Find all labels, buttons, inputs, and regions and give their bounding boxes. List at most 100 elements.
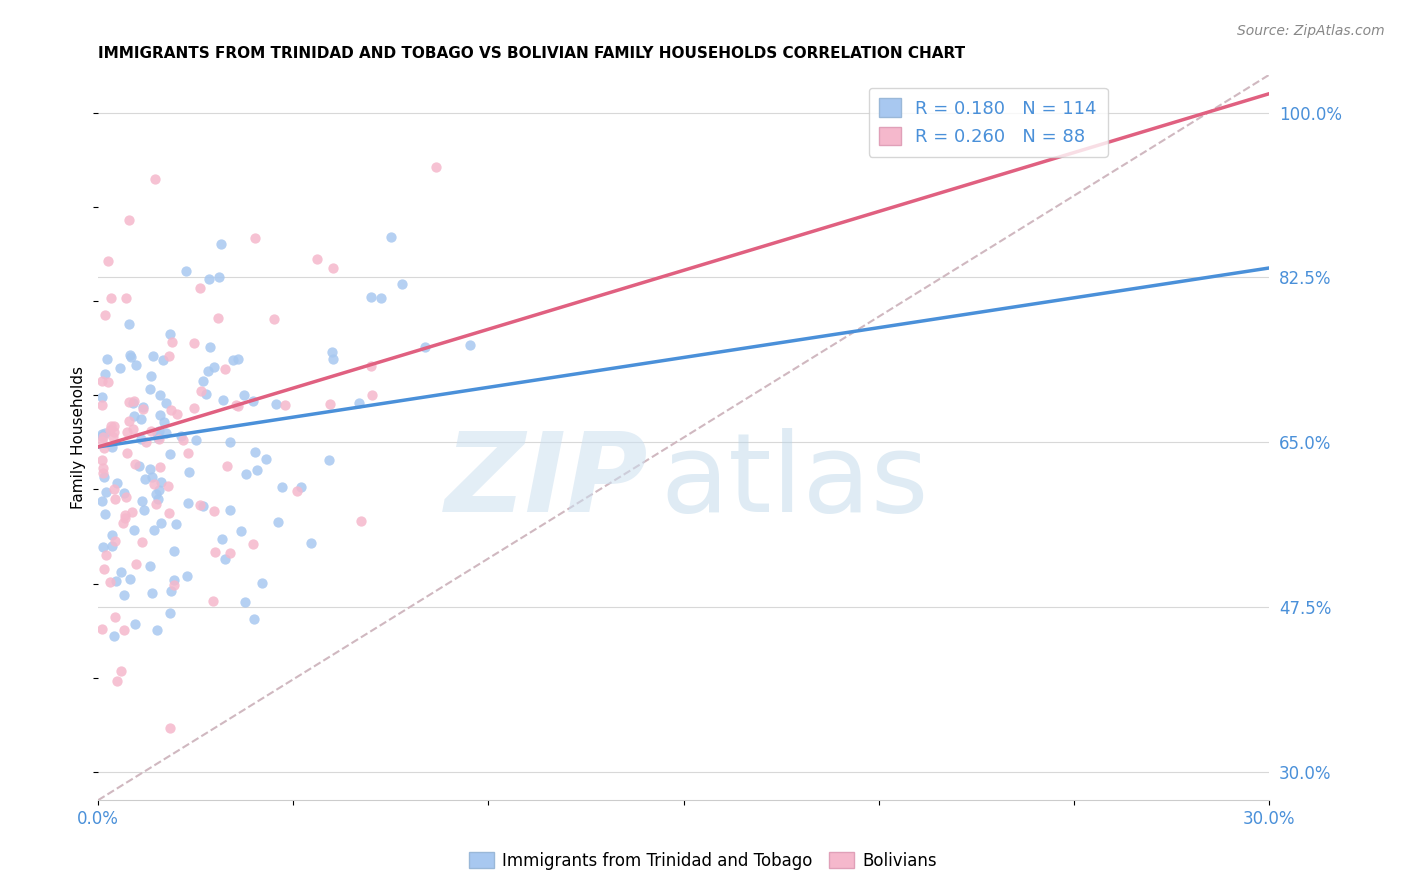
Point bbox=[222, 353, 245, 368]
Point bbox=[391, 277, 413, 292]
Point bbox=[177, 446, 200, 460]
Point bbox=[100, 291, 122, 305]
Point bbox=[360, 359, 382, 374]
Point bbox=[263, 312, 285, 326]
Point bbox=[172, 433, 194, 447]
Point bbox=[163, 544, 186, 558]
Point bbox=[131, 494, 153, 508]
Point bbox=[118, 212, 141, 227]
Point bbox=[214, 362, 236, 376]
Point bbox=[219, 503, 242, 517]
Point bbox=[299, 536, 322, 550]
Point bbox=[117, 317, 139, 331]
Point bbox=[305, 252, 328, 267]
Point bbox=[149, 409, 172, 423]
Point bbox=[94, 549, 117, 563]
Point bbox=[211, 533, 233, 547]
Point bbox=[91, 622, 114, 636]
Point bbox=[318, 452, 340, 467]
Point bbox=[157, 506, 180, 520]
Point bbox=[198, 340, 221, 354]
Point bbox=[91, 429, 114, 443]
Point bbox=[91, 426, 114, 441]
Point bbox=[350, 514, 373, 528]
Text: atlas: atlas bbox=[661, 427, 928, 534]
Point bbox=[250, 575, 273, 590]
Text: IMMIGRANTS FROM TRINIDAD AND TOBAGO VS BOLIVIAN FAMILY HOUSEHOLDS CORRELATION CH: IMMIGRANTS FROM TRINIDAD AND TOBAGO VS B… bbox=[98, 46, 965, 62]
Point bbox=[163, 578, 186, 592]
Point bbox=[128, 458, 150, 473]
Point bbox=[91, 453, 114, 467]
Point bbox=[120, 351, 142, 365]
Point bbox=[125, 358, 148, 372]
Point bbox=[159, 722, 181, 736]
Point bbox=[112, 486, 135, 500]
Point bbox=[149, 388, 172, 402]
Point bbox=[242, 393, 264, 408]
Text: ZIP: ZIP bbox=[444, 427, 648, 534]
Point bbox=[104, 610, 127, 624]
Point bbox=[349, 396, 371, 410]
Point bbox=[129, 433, 152, 447]
Point bbox=[114, 511, 136, 525]
Point bbox=[118, 394, 141, 409]
Point bbox=[159, 326, 181, 341]
Point bbox=[191, 499, 214, 513]
Point bbox=[290, 480, 312, 494]
Point bbox=[143, 477, 166, 491]
Point bbox=[112, 589, 135, 603]
Point bbox=[112, 623, 135, 637]
Point bbox=[93, 562, 115, 576]
Point bbox=[186, 433, 208, 447]
Point bbox=[122, 393, 145, 408]
Point bbox=[150, 516, 173, 531]
Point bbox=[129, 411, 152, 425]
Point bbox=[191, 374, 214, 388]
Point bbox=[93, 442, 115, 456]
Point bbox=[319, 397, 342, 411]
Point bbox=[183, 336, 205, 351]
Point bbox=[132, 401, 155, 416]
Point bbox=[143, 523, 166, 537]
Point bbox=[97, 254, 120, 268]
Point bbox=[148, 483, 170, 498]
Point bbox=[202, 593, 225, 607]
Point bbox=[159, 583, 181, 598]
Point bbox=[157, 479, 180, 493]
Point bbox=[246, 463, 269, 477]
Point bbox=[101, 440, 124, 454]
Point bbox=[101, 430, 124, 444]
Point bbox=[111, 516, 134, 530]
Point bbox=[157, 350, 180, 364]
Point bbox=[141, 350, 163, 364]
Point bbox=[322, 261, 344, 276]
Point bbox=[103, 425, 125, 439]
Point bbox=[124, 617, 146, 632]
Point bbox=[165, 516, 187, 531]
Point bbox=[209, 237, 232, 252]
Point bbox=[155, 395, 177, 409]
Point bbox=[149, 460, 172, 475]
Text: Source: ZipAtlas.com: Source: ZipAtlas.com bbox=[1237, 24, 1385, 38]
Point bbox=[232, 388, 254, 402]
Point bbox=[155, 426, 177, 441]
Point bbox=[94, 485, 117, 500]
Point bbox=[174, 264, 197, 278]
Point bbox=[413, 340, 436, 354]
Point bbox=[194, 386, 217, 401]
Point bbox=[146, 624, 169, 638]
Point bbox=[141, 469, 163, 483]
Point bbox=[170, 429, 193, 443]
Point bbox=[105, 673, 128, 688]
Point bbox=[141, 368, 163, 383]
Point bbox=[285, 484, 308, 499]
Point bbox=[101, 540, 124, 554]
Point bbox=[135, 434, 157, 449]
Point bbox=[131, 534, 153, 549]
Legend: R = 0.180   N = 114, R = 0.260   N = 88: R = 0.180 N = 114, R = 0.260 N = 88 bbox=[869, 87, 1108, 157]
Point bbox=[93, 426, 115, 441]
Point bbox=[141, 424, 163, 438]
Point bbox=[139, 462, 162, 476]
Point bbox=[104, 533, 127, 548]
Point bbox=[242, 612, 264, 626]
